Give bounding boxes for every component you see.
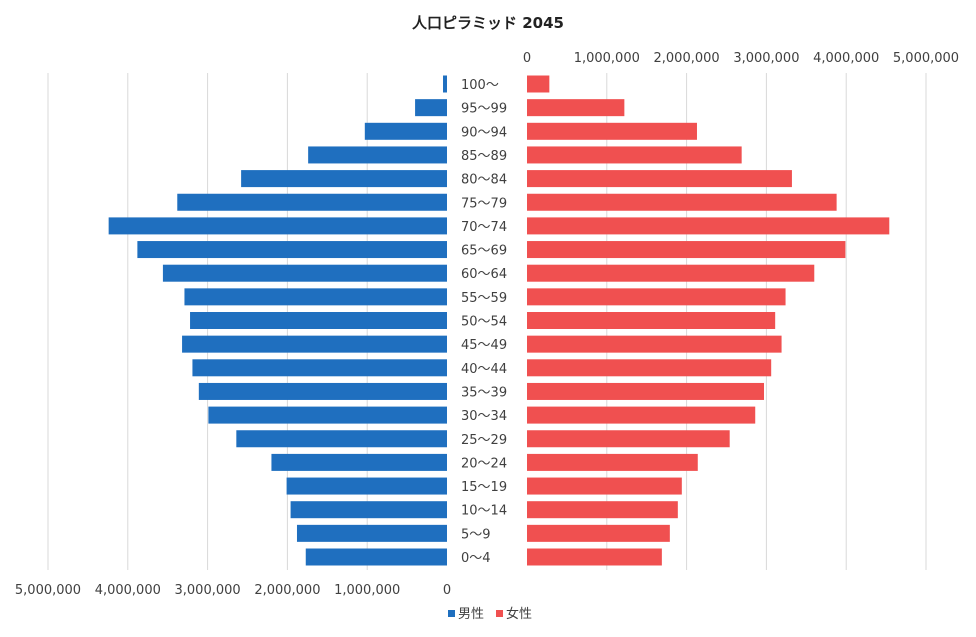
bar-male [271, 453, 447, 471]
bar-female [527, 288, 786, 306]
legend: 男性 女性 [448, 606, 532, 622]
bar-male [208, 406, 447, 424]
bar-male [198, 382, 447, 400]
category-label: 10〜14 [461, 504, 507, 519]
bar-female [527, 241, 846, 259]
category-label: 25〜29 [461, 433, 507, 448]
chart-title: 人口ピラミッド 2045 [412, 14, 564, 32]
right-axis-tick-label: 0 [523, 51, 531, 66]
bar-female [527, 75, 550, 93]
legend-swatch-female [496, 610, 503, 617]
right-axis-tick-label: 3,000,000 [733, 51, 799, 66]
right-axis-tick-label: 4,000,000 [813, 51, 879, 66]
category-labels: 0〜4 5〜9 10〜14 15〜19 20〜24 25〜29 30〜34 35〜39 40〜4… [461, 78, 507, 566]
left-axis-tick-label: 1,000,000 [334, 583, 400, 598]
bar-male [305, 548, 447, 566]
bar-male [296, 524, 447, 542]
bar-male [182, 335, 447, 353]
left-axis-tick-label: 3,000,000 [175, 583, 241, 598]
category-label: 15〜19 [461, 480, 507, 495]
legend-label-female: 女性 [506, 606, 532, 622]
bars [108, 75, 890, 566]
right-axis-tick-label: 2,000,000 [654, 51, 720, 66]
bar-male [192, 359, 447, 377]
left-axis-tick-label: 4,000,000 [95, 583, 161, 598]
bar-female [527, 193, 837, 211]
bar-male [364, 122, 447, 140]
axis-tick-labels: 0 1,000,000 2,000,000 3,000,000 4,000,000 5,0… [15, 51, 959, 598]
category-label: 65〜69 [461, 244, 507, 259]
bar-male [236, 430, 447, 448]
category-label: 55〜59 [461, 291, 507, 306]
category-label: 70〜74 [461, 220, 507, 235]
bar-male [290, 501, 447, 519]
category-label: 20〜24 [461, 456, 507, 471]
category-label: 100〜 [461, 78, 499, 93]
category-label: 45〜49 [461, 338, 507, 353]
bar-female [527, 477, 682, 495]
bar-female [527, 453, 698, 471]
bar-female [527, 501, 678, 519]
bar-female [527, 217, 890, 235]
bar-female [527, 406, 756, 424]
bar-female [527, 335, 782, 353]
category-label: 60〜64 [461, 267, 507, 282]
bar-male [137, 241, 447, 259]
bar-female [527, 264, 815, 282]
left-axis-tick-label: 5,000,000 [15, 583, 81, 598]
bar-male [184, 288, 447, 306]
category-label: 95〜99 [461, 102, 507, 117]
legend-swatch-male [448, 610, 455, 617]
category-label: 40〜44 [461, 362, 507, 377]
category-label: 5〜9 [461, 527, 491, 542]
bar-male [177, 193, 447, 211]
bar-female [527, 312, 776, 329]
bar-female [527, 382, 765, 400]
legend-label-male: 男性 [458, 607, 484, 622]
bar-male [190, 312, 447, 329]
category-label: 50〜54 [461, 315, 507, 330]
bar-female [527, 548, 662, 566]
bar-female [527, 122, 697, 140]
bar-male [308, 146, 447, 164]
right-axis-tick-label: 1,000,000 [574, 51, 640, 66]
category-label: 0〜4 [461, 551, 491, 566]
bar-male [108, 217, 447, 235]
right-axis-tick-label: 5,000,000 [893, 51, 959, 66]
category-label: 35〜39 [461, 385, 507, 400]
bar-male [241, 170, 447, 188]
bar-male [286, 477, 447, 495]
bar-female [527, 524, 670, 542]
category-label: 90〜94 [461, 125, 507, 140]
category-label: 75〜79 [461, 196, 507, 211]
left-axis-tick-label: 2,000,000 [254, 583, 320, 598]
bar-female [527, 146, 742, 164]
bar-female [527, 430, 730, 448]
category-label: 85〜89 [461, 149, 507, 164]
bar-male [443, 75, 447, 93]
category-label: 80〜84 [461, 173, 507, 188]
category-label: 30〜34 [461, 409, 507, 424]
bar-male [162, 264, 448, 282]
bar-female [527, 359, 772, 377]
bar-female [527, 99, 625, 117]
bar-female [527, 170, 792, 188]
bar-male [415, 99, 447, 117]
left-axis-tick-label: 0 [443, 583, 451, 598]
